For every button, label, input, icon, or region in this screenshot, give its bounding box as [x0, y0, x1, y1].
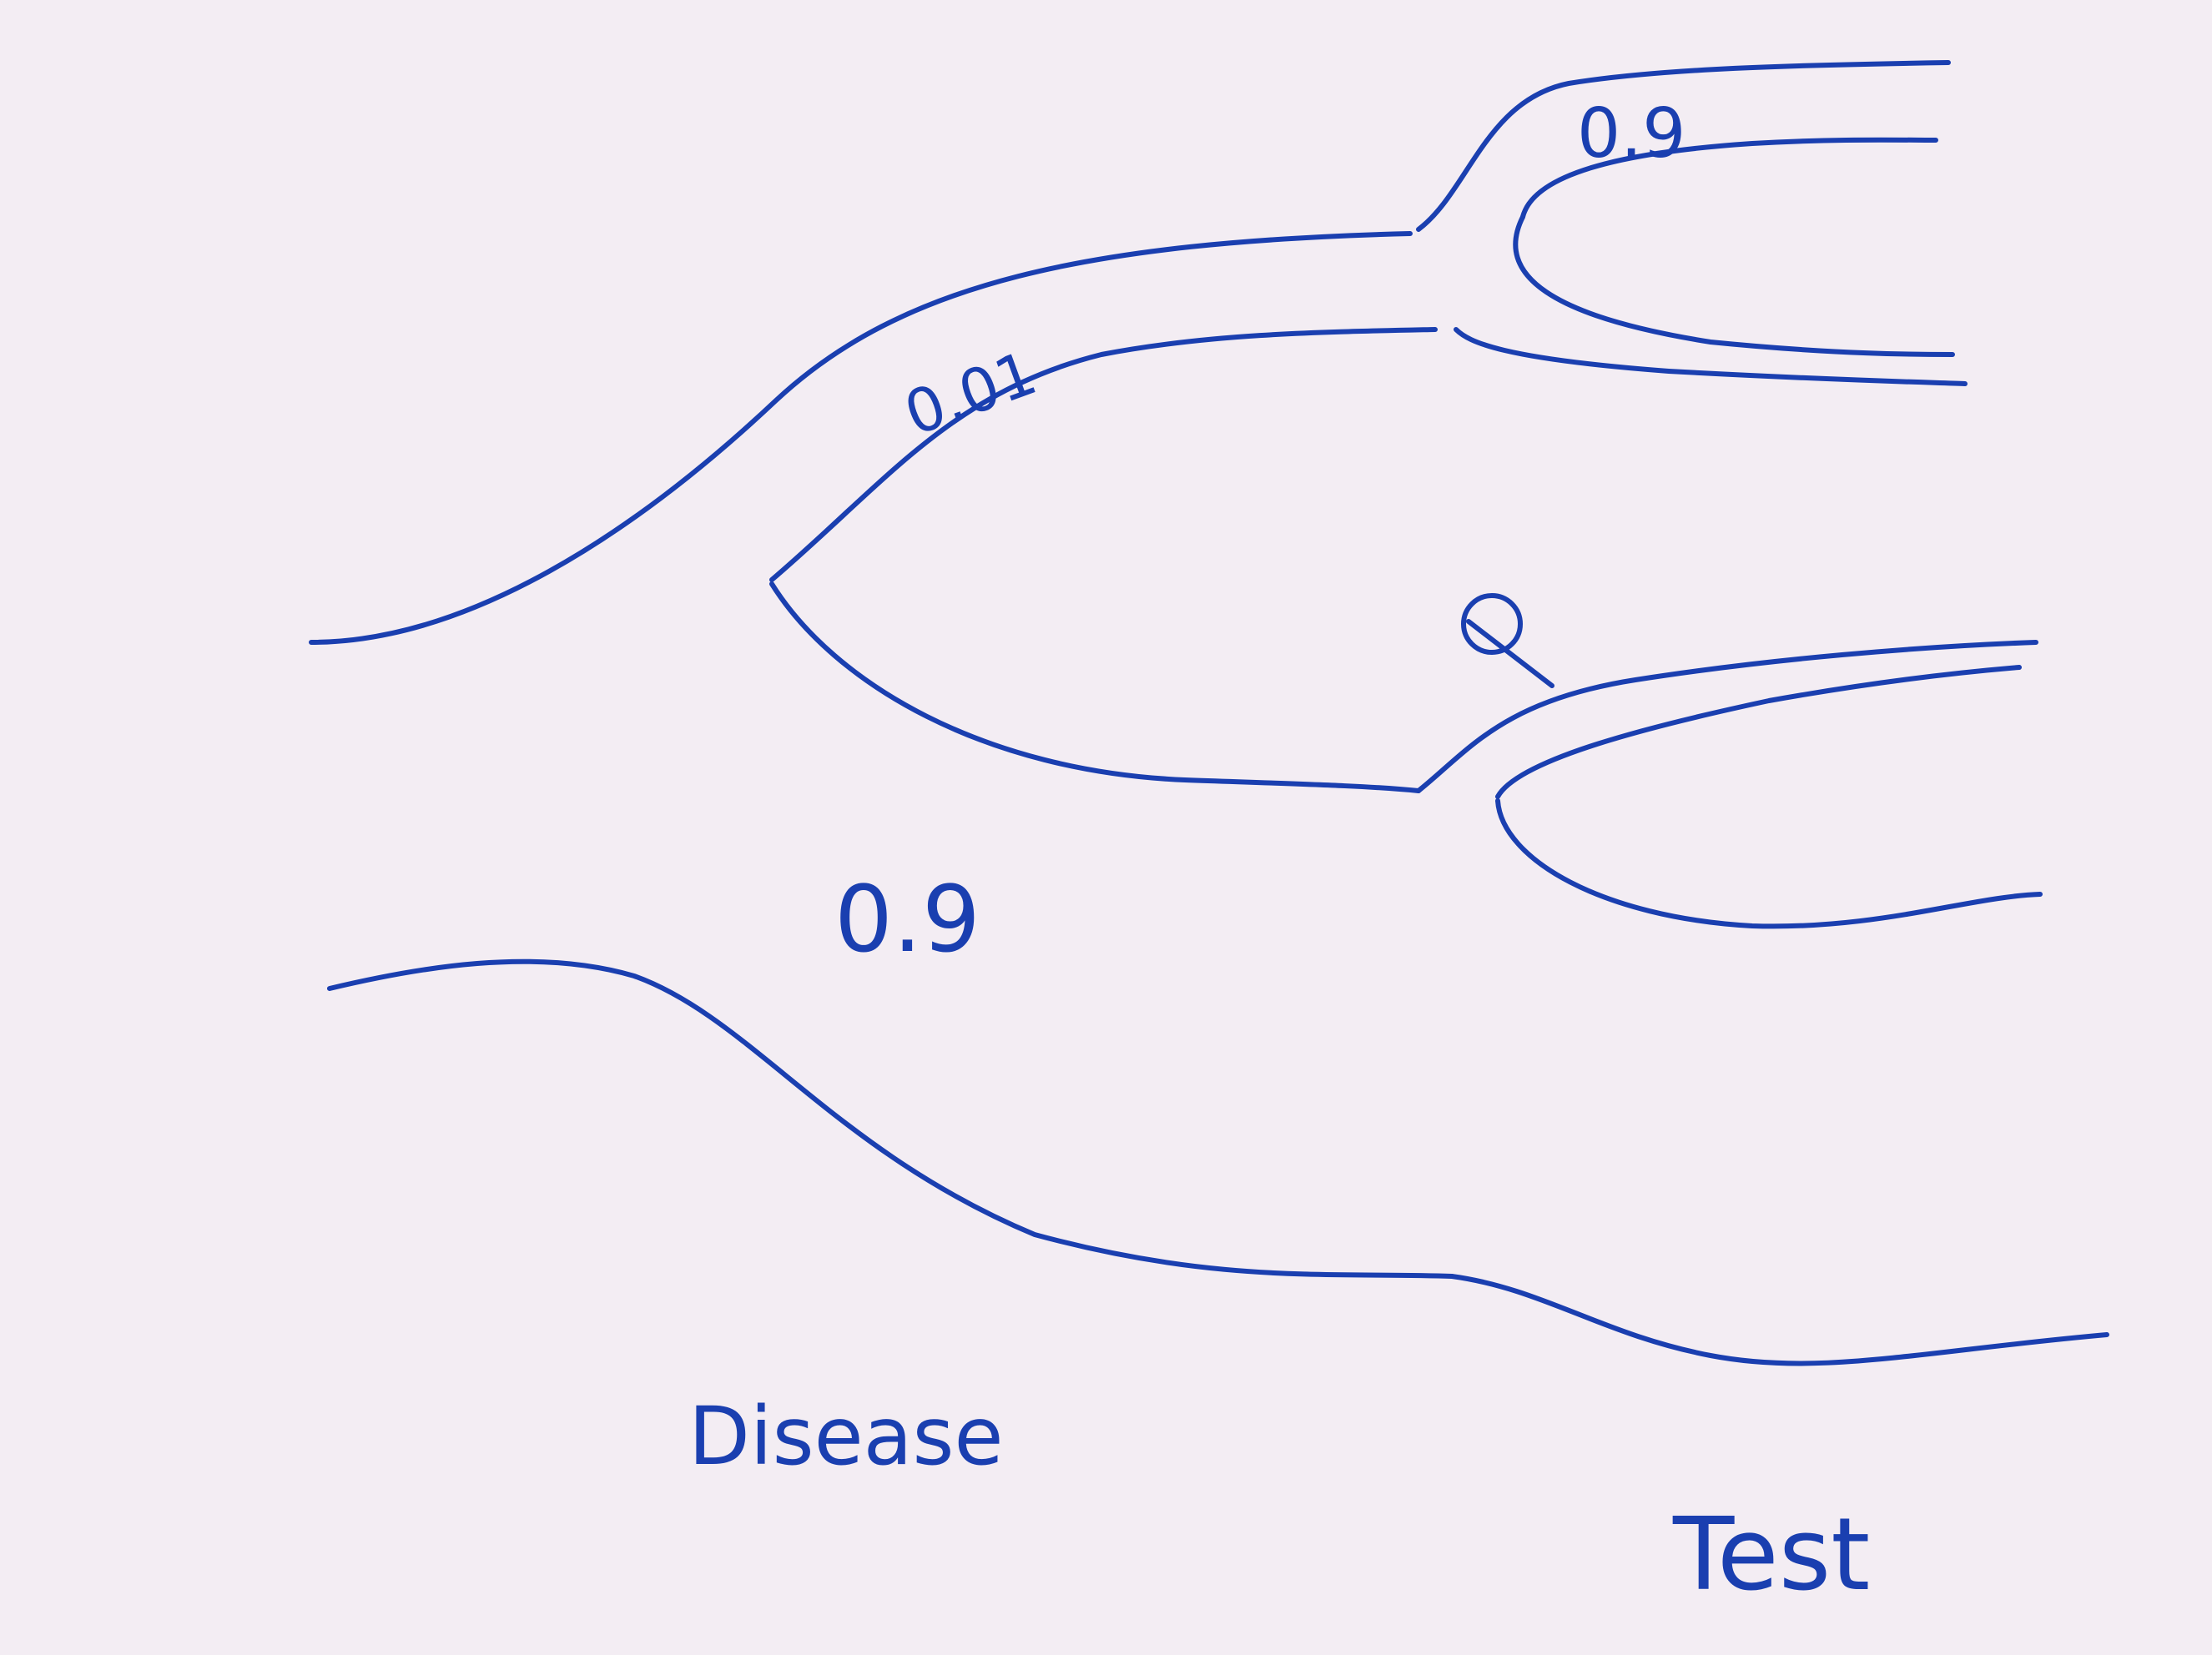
- disease-lower-branch-from-fork: [772, 584, 1418, 791]
- label-test-upper: 0.9: [1577, 94, 1685, 174]
- disease-bottom-branch: [330, 962, 1452, 1276]
- test-upper-return-inner: [1515, 217, 1953, 355]
- test-middle-return: [1498, 801, 2040, 926]
- q-marker-tail: [1469, 621, 1552, 686]
- label-axis-disease: Disease: [688, 1390, 1004, 1483]
- disease-upper-branch-outer: [311, 234, 1410, 642]
- test-upper-return-outer: [1456, 329, 1965, 384]
- label-disease-lower: 0.9: [834, 866, 980, 973]
- disease-upper-branch-inner: [772, 329, 1435, 580]
- test-middle-branch-inner: [1498, 667, 2019, 797]
- test-bottom-branch: [1452, 1276, 2107, 1364]
- tree-branches: [311, 63, 2107, 1364]
- test-middle-branch-outer: [1418, 642, 2036, 791]
- label-axis-test: Test: [1672, 1497, 1870, 1613]
- tree-labels: 0.01 0.9 0.9 Disease Test: [688, 94, 1870, 1613]
- label-disease-upper: 0.01: [895, 338, 1045, 450]
